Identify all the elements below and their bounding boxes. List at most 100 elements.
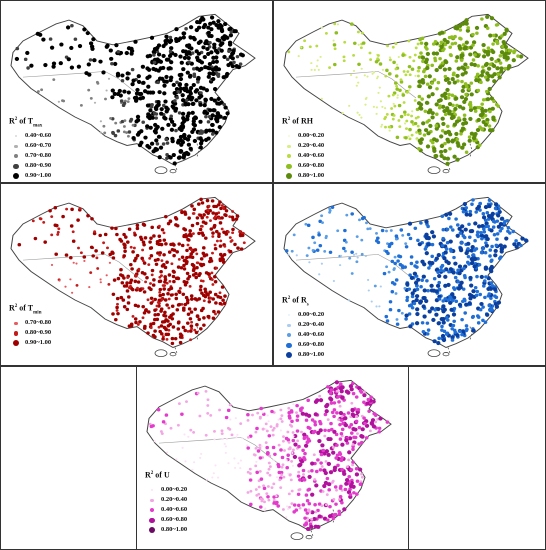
legend-label: 0.80~1.00 <box>297 351 325 358</box>
station-dot <box>167 250 172 254</box>
legend-swatch <box>148 527 156 534</box>
station-dot <box>220 204 224 207</box>
station-dot <box>213 243 217 247</box>
station-dot <box>141 316 145 320</box>
station-dot <box>142 243 146 247</box>
legend-label: 0.60~0.70 <box>24 142 52 149</box>
station-dot <box>298 506 302 510</box>
station-dot <box>358 482 363 487</box>
station-dot <box>158 251 162 255</box>
station-dot <box>373 413 378 417</box>
station-dot <box>339 458 344 463</box>
station-dot <box>154 262 159 266</box>
station-dot <box>90 46 95 51</box>
legend-label: 0.80~1.00 <box>297 172 325 179</box>
station-dot <box>434 289 439 294</box>
station-dot <box>350 22 354 26</box>
station-dot <box>222 301 227 306</box>
station-dot <box>451 323 456 328</box>
station-dot <box>447 35 452 40</box>
station-dot <box>499 69 504 74</box>
station-dot <box>208 21 213 26</box>
station-dot <box>89 271 93 275</box>
station-dot <box>387 270 391 274</box>
station-dot <box>469 283 474 288</box>
station-dot <box>434 256 439 261</box>
station-dot <box>169 60 174 65</box>
station-dot <box>246 470 250 474</box>
station-dot <box>436 306 441 312</box>
station-dot <box>31 219 35 223</box>
station-dot <box>231 218 235 222</box>
china-map-tmin <box>10 196 256 358</box>
station-dot <box>104 97 107 101</box>
station-dot <box>236 65 242 70</box>
station-dot <box>127 130 132 134</box>
legend-rh: R2 of RH 0.00~0.20 0.20~0.40 0.40~0.60 0.60… <box>282 117 324 181</box>
legend-item: 0.40~0.60 <box>145 505 187 515</box>
china-map-u <box>146 379 392 541</box>
station-dot <box>430 306 435 311</box>
station-dot <box>206 30 211 35</box>
station-dot <box>111 312 115 316</box>
station-dot <box>512 50 516 55</box>
station-dot <box>118 237 122 242</box>
station-dot <box>449 249 453 253</box>
station-dot <box>481 318 485 323</box>
station-dot <box>223 105 228 110</box>
station-dot <box>303 451 307 456</box>
station-dot <box>189 310 194 314</box>
station-dot <box>376 57 380 61</box>
station-dot <box>437 274 442 279</box>
station-dot <box>170 304 175 308</box>
station-dot <box>445 156 451 161</box>
station-dot <box>61 214 65 219</box>
station-dot <box>213 215 217 218</box>
station-dot <box>492 72 497 77</box>
station-dot <box>114 43 119 48</box>
island-outline <box>154 166 168 175</box>
station-dot <box>184 98 189 102</box>
station-dot <box>221 438 224 441</box>
station-dot <box>94 249 98 253</box>
station-dot <box>498 243 503 248</box>
station-dot <box>193 248 198 252</box>
station-dot <box>65 207 69 211</box>
station-dot <box>116 129 121 133</box>
station-dot <box>234 466 237 469</box>
station-dot <box>458 28 463 32</box>
station-dot <box>316 458 320 462</box>
station-dot <box>394 81 398 85</box>
station-dot <box>184 234 189 238</box>
station-dot <box>221 257 225 262</box>
station-dot <box>326 452 331 457</box>
station-dot <box>395 84 399 88</box>
station-dot <box>443 250 448 255</box>
station-dot <box>132 246 136 250</box>
station-dot <box>122 89 127 94</box>
station-dot <box>371 424 377 429</box>
station-dot <box>133 279 138 284</box>
station-dot <box>391 117 395 121</box>
station-dot <box>415 138 418 141</box>
station-dot <box>390 107 394 110</box>
station-dot <box>351 443 355 446</box>
station-dot <box>394 292 398 295</box>
station-dot <box>180 210 184 215</box>
station-dot <box>294 508 299 512</box>
station-dot <box>150 268 155 273</box>
station-dot <box>491 225 496 229</box>
station-dot <box>204 88 210 93</box>
station-dot <box>336 229 340 233</box>
station-dot <box>491 42 495 46</box>
station-dot <box>126 100 130 103</box>
station-dot <box>453 330 458 335</box>
station-dot <box>440 333 446 338</box>
station-dot <box>450 77 455 82</box>
legend-item: 0.40~0.60 <box>9 131 51 141</box>
station-dot <box>443 274 448 279</box>
station-dot <box>206 411 210 415</box>
legend-swatch <box>13 330 19 336</box>
station-dot <box>117 88 122 94</box>
station-dot <box>198 271 202 276</box>
